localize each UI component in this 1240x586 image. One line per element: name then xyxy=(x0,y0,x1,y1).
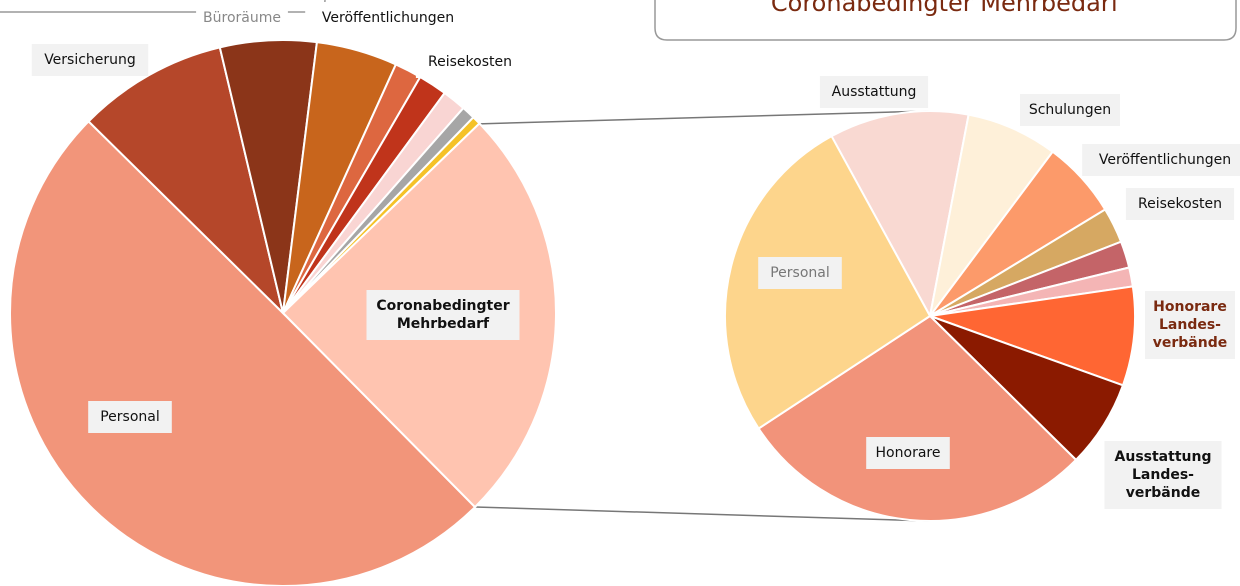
label-line: Landes- xyxy=(1132,467,1194,483)
slice-label: Ausstattung Landes-verbände xyxy=(1115,449,1212,501)
label-line: verbände xyxy=(1126,485,1200,501)
slice-label: Coronabedingter Mehrbedarf xyxy=(376,298,509,332)
pie-slice xyxy=(757,314,1078,522)
label-line: Veröffentlichungen xyxy=(1099,152,1231,168)
slice-label: Honorare xyxy=(876,445,941,461)
label-line: Ausstattung xyxy=(832,84,917,100)
label-box xyxy=(1020,94,1120,126)
label-line: Personal xyxy=(100,409,160,425)
label-line: Büroräume xyxy=(203,10,281,26)
label-box xyxy=(88,401,172,433)
label-line: verbände xyxy=(1153,335,1227,351)
label-line: Personal xyxy=(770,265,830,281)
title-frame xyxy=(654,0,1237,41)
slice-label: Ausstattung xyxy=(832,84,917,100)
label-line: Versicherung xyxy=(44,52,136,68)
label-box xyxy=(866,437,950,469)
label-line: Coronabedingter xyxy=(376,298,509,314)
label-box xyxy=(1082,144,1240,176)
pie-slice xyxy=(9,119,477,586)
pie-slice xyxy=(830,110,970,319)
label-box xyxy=(1104,441,1222,509)
connector xyxy=(474,110,931,125)
slice-label: Versicherung xyxy=(44,52,136,68)
label-line: Mehrbedarf xyxy=(397,316,490,332)
slice-label: Büroräume xyxy=(203,10,281,26)
slice-label: Schulungen xyxy=(1029,102,1111,118)
pie-slice xyxy=(929,285,1136,387)
label-line: Reisekosten xyxy=(1138,196,1222,212)
label-box xyxy=(31,44,149,76)
label-line: Reisekosten xyxy=(428,54,512,70)
label-box xyxy=(366,290,520,340)
label-box xyxy=(819,76,929,108)
slice-label: Veröffentlichungen xyxy=(322,10,454,26)
label-box xyxy=(1145,291,1235,359)
slice-label: Honorare Landes-verbände xyxy=(1153,299,1227,351)
slice-label: Veröffentlichungen xyxy=(1099,152,1231,168)
slice-label: Personal xyxy=(770,265,830,281)
label-line: Ausstattung xyxy=(1115,449,1212,465)
chart-title: Coronabedingter Mehrbedarf xyxy=(771,0,1120,17)
connector xyxy=(474,506,931,522)
slice-label: Personal xyxy=(100,409,160,425)
slice-label: Reisekosten xyxy=(1138,196,1222,212)
label-line: Honorare xyxy=(1153,299,1227,315)
pie-slice xyxy=(87,46,285,317)
label-box xyxy=(415,46,525,78)
label-line: Veröffentlichungen xyxy=(322,10,454,26)
label-box xyxy=(1125,188,1235,220)
label-line: Schulungen xyxy=(1029,102,1111,118)
label-line: Landes- xyxy=(1159,317,1221,333)
label-box xyxy=(758,257,842,289)
label-line: Honorare xyxy=(876,445,941,461)
label-box xyxy=(305,2,471,34)
slice-label: Reisekosten xyxy=(428,54,512,70)
label-box xyxy=(196,2,288,34)
